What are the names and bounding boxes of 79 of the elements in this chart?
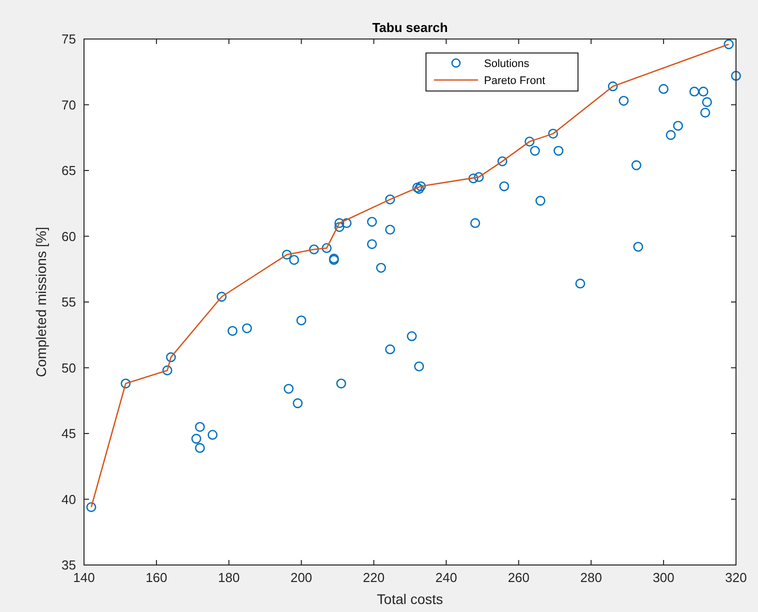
point [385,344,396,354]
point [385,194,396,204]
point [499,181,510,192]
y-tick-label: 55 [62,294,76,310]
y-tick-label: 60 [62,228,76,244]
point [336,378,346,388]
point [342,218,352,228]
point [618,96,629,106]
point [120,378,131,388]
point [334,218,344,228]
x-tick-label: 240 [435,570,458,585]
point [497,156,508,166]
point [575,278,586,289]
point [296,315,306,326]
point [468,173,478,184]
point [309,244,319,254]
point [702,97,712,108]
y-tick-label: 65 [62,163,76,178]
y-tick-label: 50 [62,360,76,376]
point [406,331,417,342]
point [322,243,332,254]
x-tick-label: 140 [73,570,95,585]
chart-title: Tabu search [372,20,448,35]
point [414,361,424,372]
x-tick-label: 200 [290,570,312,585]
point [666,130,676,140]
point [633,242,644,252]
point [228,326,238,336]
point [689,86,700,97]
point [367,239,377,250]
point [194,443,205,453]
point [631,160,642,170]
y-tick-label: 70 [62,97,76,112]
point [86,502,96,512]
y-tick-label: 40 [62,492,76,507]
point [698,86,708,97]
y-tick-label: 75 [62,32,76,46]
point [166,352,176,362]
point [524,136,534,147]
y-tick-label: 45 [62,426,76,441]
point [470,218,480,228]
point [554,146,564,156]
y-tick-label: 35 [62,558,76,572]
point [416,181,426,192]
point [208,430,218,440]
point [376,262,386,273]
x-tick-label: 320 [725,570,747,585]
point [216,292,227,302]
x-axis-title: Total costs [376,591,444,607]
legend-label: Solutions [484,58,530,70]
point [242,323,252,334]
point [162,365,172,376]
point [289,254,300,265]
x-tick-label: 220 [362,570,385,585]
point [367,216,377,227]
point [548,128,558,139]
point [658,84,669,94]
point [334,222,344,232]
point [282,250,292,260]
x-tick-label: 160 [146,570,168,585]
point [284,384,294,394]
legend-label: Pareto Front [484,75,546,87]
x-tick-label: 280 [580,570,602,585]
point [194,422,205,432]
point [191,434,202,444]
x-tick-label: 260 [508,570,530,585]
x-tick-label: 180 [218,570,240,585]
point [292,398,303,408]
point [608,81,618,92]
point [673,120,683,131]
point [731,70,741,81]
point [700,108,710,118]
y-axis-title: Completed missions [%] [33,226,49,378]
point [385,224,396,235]
point [535,196,546,206]
point [474,172,484,182]
point [724,39,734,50]
x-tick-label: 300 [652,570,674,585]
point [530,146,540,156]
